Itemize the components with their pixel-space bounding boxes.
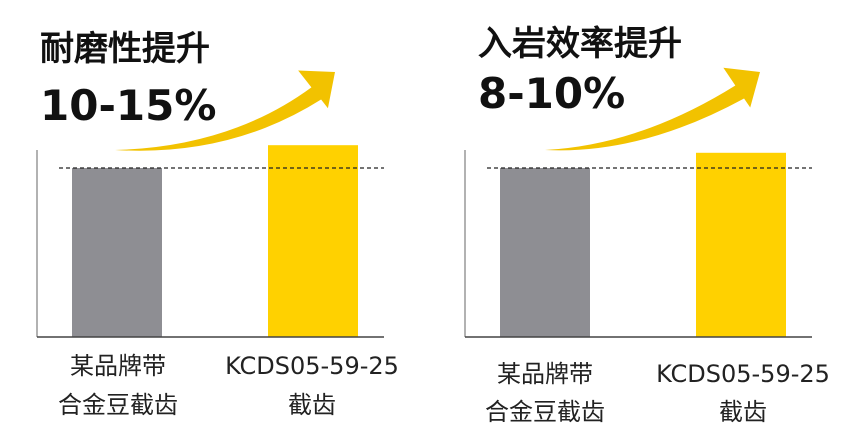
chart-subtitle: 8-10% [478, 69, 625, 118]
trend-arrow [545, 67, 760, 151]
trend-arrow [115, 70, 335, 151]
category-label-1-line2: 合金豆截齿 [58, 391, 178, 419]
category-label-2-line2: 截齿 [719, 398, 767, 426]
category-label-1-line1: 某品牌带 [70, 352, 166, 380]
bar-2 [268, 145, 358, 337]
bar-1 [500, 168, 590, 337]
chart-subtitle: 10-15% [40, 81, 216, 130]
category-label-2-line2: 截齿 [288, 391, 336, 419]
category-label-2-line1: KCDS05-59-25 [656, 360, 830, 388]
chart-title: 入岩效率提升 [478, 24, 682, 64]
chart-title: 耐磨性提升 [40, 29, 210, 69]
category-label-1-line1: 某品牌带 [497, 360, 593, 388]
category-label-1-line2: 合金豆截齿 [485, 398, 605, 426]
bar-1 [72, 168, 162, 337]
category-label-2-line1: KCDS05-59-25 [225, 352, 399, 380]
bar-2 [696, 152, 786, 337]
